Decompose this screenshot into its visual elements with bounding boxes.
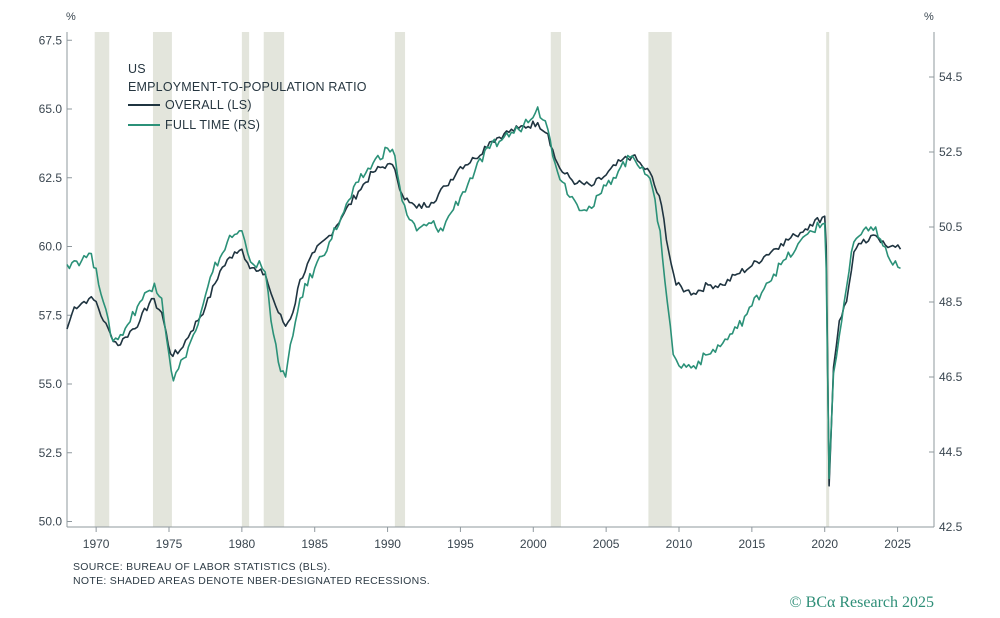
- chart-subtitle: EMPLOYMENT-TO-POPULATION RATIO: [128, 80, 367, 94]
- right-tick-label: 44.5: [939, 445, 963, 459]
- recession-band: [263, 32, 285, 527]
- left-tick-label: 60.0: [39, 240, 63, 254]
- left-tick-label: 57.5: [39, 308, 63, 322]
- series-lines: [66, 106, 902, 487]
- right-tick-label: 42.5: [939, 520, 963, 534]
- left-tick-label: 52.5: [39, 446, 63, 460]
- recession-band: [826, 32, 830, 527]
- left-tick-label: 55.0: [39, 377, 63, 391]
- series-line-overall: [66, 120, 902, 487]
- recession-note: NOTE: SHADED AREAS DENOTE NBER-DESIGNATE…: [73, 575, 431, 587]
- legend: US EMPLOYMENT-TO-POPULATION RATIO OVERAL…: [128, 62, 367, 132]
- brand-credit: © BCα Research 2025: [789, 594, 934, 611]
- right-tick-label: 50.5: [939, 220, 963, 234]
- x-tick-label: 1975: [156, 537, 183, 551]
- axes: 50.0 52.5 55.0 57.5 60.0 62.5 65.0 67.5 42.5 44.5…: [39, 32, 963, 551]
- right-tick-label: 52.5: [939, 145, 963, 159]
- recession-band: [648, 32, 672, 527]
- recession-bands: [94, 32, 830, 527]
- x-tick-label: 2020: [811, 537, 838, 551]
- left-axis-unit: %: [66, 11, 76, 23]
- recession-band: [152, 32, 172, 527]
- left-tick-label: 50.0: [39, 515, 63, 529]
- recession-band: [94, 32, 110, 527]
- left-tick-label: 62.5: [39, 171, 63, 185]
- recession-band: [241, 32, 250, 527]
- x-tick-label: 2000: [520, 537, 547, 551]
- right-axis-unit: %: [924, 11, 934, 23]
- left-tick-label: 65.0: [39, 102, 63, 116]
- x-tick-label: 2010: [666, 537, 693, 551]
- right-tick-label: 48.5: [939, 295, 963, 309]
- x-tick-label: 1970: [83, 537, 110, 551]
- x-tick-label: 1990: [374, 537, 401, 551]
- x-tick-label: 1985: [301, 537, 328, 551]
- recession-band: [394, 32, 406, 527]
- x-tick-label: 2025: [884, 537, 911, 551]
- legend-label-overall: OVERALL (LS): [165, 98, 252, 112]
- chart-title: US: [128, 62, 146, 76]
- source-note: SOURCE: BUREAU OF LABOR STATISTICS (BLS)…: [73, 561, 331, 573]
- recession-band: [550, 32, 561, 527]
- legend-label-full-time: FULL TIME (RS): [165, 118, 260, 132]
- x-tick-label: 1995: [447, 537, 474, 551]
- series-line-full-time: [66, 106, 901, 480]
- right-tick-label: 54.5: [939, 70, 963, 84]
- x-tick-label: 2005: [593, 537, 620, 551]
- left-tick-label: 67.5: [39, 33, 63, 47]
- x-tick-label: 2015: [739, 537, 766, 551]
- right-tick-label: 46.5: [939, 370, 963, 384]
- x-tick-label: 1980: [229, 537, 256, 551]
